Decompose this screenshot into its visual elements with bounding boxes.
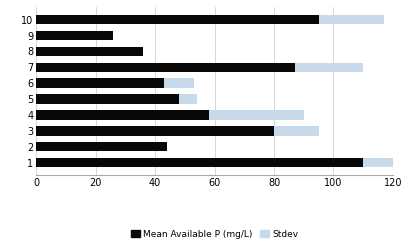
- Bar: [36, 15, 319, 25]
- Bar: [36, 47, 143, 56]
- Bar: [36, 110, 304, 120]
- Bar: [36, 158, 401, 167]
- Bar: [36, 31, 113, 40]
- Bar: [36, 94, 197, 104]
- Bar: [36, 110, 209, 120]
- Bar: [36, 94, 179, 104]
- Bar: [36, 78, 194, 88]
- Bar: [36, 31, 113, 40]
- Bar: [36, 126, 319, 136]
- Bar: [36, 78, 164, 88]
- Bar: [36, 62, 363, 72]
- Bar: [36, 158, 363, 167]
- Legend: Mean Available P (mg/L), Stdev: Mean Available P (mg/L), Stdev: [127, 226, 302, 243]
- Bar: [36, 126, 274, 136]
- Bar: [36, 47, 143, 56]
- Bar: [36, 142, 167, 151]
- Bar: [36, 62, 295, 72]
- Bar: [36, 142, 167, 151]
- Bar: [36, 15, 384, 25]
